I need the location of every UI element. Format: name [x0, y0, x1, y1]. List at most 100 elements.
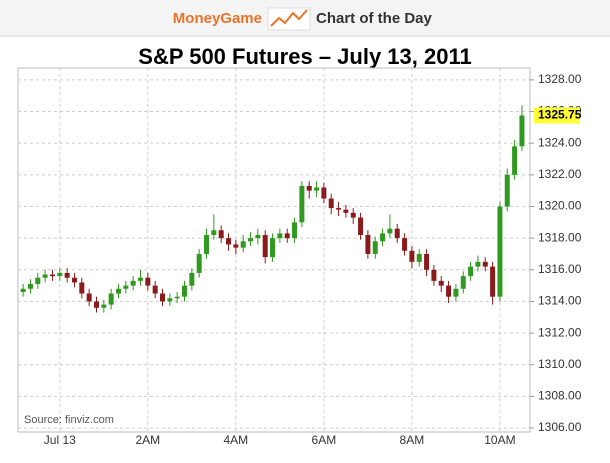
candle — [167, 293, 173, 307]
candle-body — [93, 301, 99, 308]
candle-body — [20, 288, 26, 292]
candle-body — [519, 115, 525, 147]
candle-body — [446, 285, 452, 297]
candle — [108, 288, 114, 310]
candle — [101, 299, 107, 313]
candle — [519, 105, 525, 152]
candle — [314, 181, 320, 197]
candle — [431, 265, 437, 286]
candle-body — [123, 285, 129, 289]
candle-body — [79, 282, 85, 294]
brand: MoneyGame — [173, 10, 262, 27]
candle — [475, 255, 481, 272]
candle — [42, 269, 48, 283]
candle-body — [438, 280, 444, 286]
candle-body — [512, 146, 518, 175]
candle — [182, 280, 188, 302]
candle — [218, 225, 224, 243]
candle — [402, 233, 408, 256]
candle-body — [211, 230, 217, 235]
candle-body — [321, 187, 327, 199]
x-tick-label: Jul 13 — [44, 433, 76, 447]
candle — [115, 284, 121, 299]
candle-body — [343, 209, 349, 213]
candle — [123, 280, 129, 294]
candle-body — [86, 293, 92, 302]
candle — [270, 233, 276, 262]
x-tick-label: 4AM — [224, 433, 249, 447]
x-tick-label: 8AM — [400, 433, 425, 447]
candle — [453, 284, 459, 302]
candle — [277, 228, 283, 243]
candle-body — [365, 234, 371, 254]
candle-body — [482, 261, 488, 267]
candle-body — [262, 234, 268, 258]
candle — [482, 257, 488, 272]
candle-body — [306, 185, 312, 191]
y-tick-label: 1318.00 — [538, 230, 582, 244]
candle-body — [152, 285, 158, 294]
candle-body — [27, 284, 33, 289]
candle-body — [233, 244, 239, 248]
candle-body — [292, 222, 298, 239]
candle-body — [277, 233, 283, 239]
y-tick-label: 1316.00 — [538, 262, 582, 276]
y-tick-label: 1322.00 — [538, 167, 582, 181]
candle — [64, 268, 70, 283]
tagline: Chart of the Day — [316, 10, 433, 27]
candle — [211, 214, 217, 240]
candle-body — [42, 274, 48, 278]
candle — [321, 182, 327, 204]
y-tick-label: 1324.00 — [538, 135, 582, 149]
candle — [255, 228, 261, 245]
y-tick-label: 1328.00 — [538, 72, 582, 86]
candle — [416, 249, 422, 267]
candle-body — [130, 280, 136, 286]
y-tick-label: 1310.00 — [538, 357, 582, 371]
candle-body — [189, 272, 195, 286]
candle — [343, 204, 349, 218]
plot-frame — [17, 67, 531, 433]
source: Source: finviz.com — [24, 414, 114, 426]
candle-body — [248, 238, 254, 242]
candle — [240, 234, 246, 253]
candle-body — [218, 230, 224, 239]
candle — [387, 214, 393, 239]
candle — [394, 223, 400, 243]
candle — [233, 239, 239, 254]
candle — [204, 228, 210, 259]
candle — [174, 291, 180, 304]
candle — [262, 230, 268, 264]
candle — [248, 231, 254, 247]
candle — [438, 276, 444, 292]
candle — [20, 284, 26, 297]
candle-body — [416, 253, 422, 262]
candle — [490, 261, 496, 305]
candle-body — [284, 233, 290, 239]
candle — [365, 230, 371, 259]
candle — [145, 272, 151, 291]
y-tick-label: 1320.00 — [538, 199, 582, 213]
candle-body — [255, 234, 261, 239]
candle — [336, 201, 342, 216]
x-tick-label: 6AM — [312, 433, 337, 447]
candle-body — [328, 198, 334, 209]
candle-body — [394, 228, 400, 239]
y-tick-label: 1306.00 — [538, 420, 582, 434]
candle — [504, 168, 510, 212]
price-label: 1325.75 — [538, 108, 582, 122]
candle — [292, 217, 298, 243]
candle-body — [380, 233, 386, 242]
candle-body — [182, 285, 188, 297]
candle-body — [424, 253, 430, 270]
candle-body — [372, 241, 378, 254]
candle-body — [490, 266, 496, 297]
candle — [160, 288, 166, 307]
candle — [196, 249, 202, 278]
candle — [79, 277, 85, 299]
candle-body — [167, 298, 173, 302]
candle-body — [240, 241, 246, 248]
candle-body — [108, 293, 114, 305]
